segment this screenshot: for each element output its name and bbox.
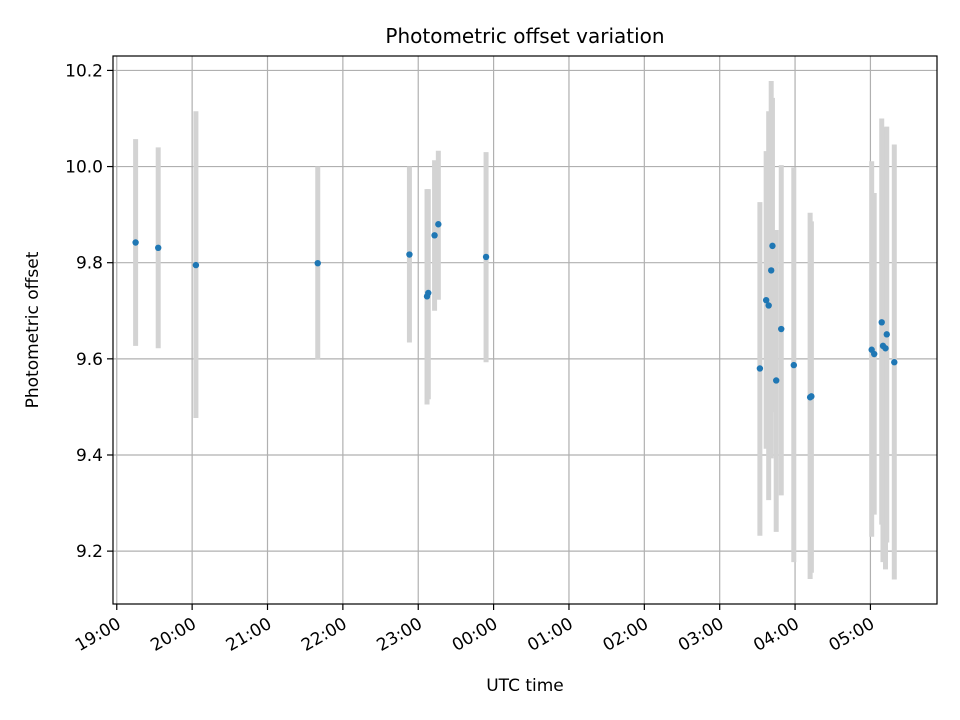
data-point	[756, 365, 764, 372]
chart-title: Photometric offset variation	[385, 24, 664, 48]
x-tick-label: 05:00	[826, 614, 878, 656]
y-tick-label: 9.8	[76, 254, 103, 274]
x-tick-label: 00:00	[449, 614, 501, 656]
data-point	[891, 359, 898, 366]
y-axis-label: Photometric offset	[23, 251, 43, 408]
data-point	[482, 253, 490, 261]
data-point	[808, 393, 815, 400]
x-tick-label: 19:00	[72, 614, 124, 656]
data-point	[882, 345, 889, 352]
data-point	[769, 242, 776, 250]
data-point	[778, 325, 785, 333]
data-point	[132, 239, 139, 246]
plot-frame	[112, 55, 938, 605]
data-point	[870, 350, 878, 358]
data-point	[765, 302, 772, 309]
x-tick-label: 23:00	[373, 614, 425, 656]
x-tick-label: 22:00	[298, 614, 350, 656]
grid	[113, 56, 937, 604]
data-point	[192, 261, 200, 269]
x-tick-label: 04:00	[750, 614, 802, 656]
x-tick-label: 03:00	[675, 614, 727, 656]
y-tick-label: 9.2	[76, 542, 103, 562]
data-point	[773, 377, 780, 384]
x-tick-label: 01:00	[524, 614, 576, 656]
data-point	[878, 319, 885, 326]
x-axis-label: UTC time	[486, 676, 564, 696]
y-tick-label: 9.4	[76, 446, 103, 466]
x-axis-ticks: 19:00 20:00 21:00 22:00 23:00 00:00 01:00 02:00…	[72, 604, 878, 656]
data-point	[435, 221, 442, 228]
y-axis-ticks: 9.2 9.4 9.6 9.8 10.0 10.2	[65, 61, 113, 562]
data-point	[425, 289, 432, 297]
y-tick-label: 10.2	[65, 61, 103, 81]
x-tick-label: 21:00	[223, 614, 275, 656]
data-point	[762, 296, 770, 304]
data-point	[314, 259, 321, 267]
x-tick-label: 20:00	[147, 614, 199, 656]
x-tick-label: 02:00	[600, 614, 652, 656]
data-point	[155, 244, 162, 251]
data-point	[406, 251, 413, 258]
data-point	[883, 331, 890, 338]
data-point	[431, 232, 438, 239]
data-point	[767, 267, 775, 274]
y-tick-label: 9.6	[76, 350, 103, 370]
y-tick-label: 10.0	[65, 158, 103, 178]
data-point	[790, 361, 798, 369]
data-points	[132, 221, 898, 401]
